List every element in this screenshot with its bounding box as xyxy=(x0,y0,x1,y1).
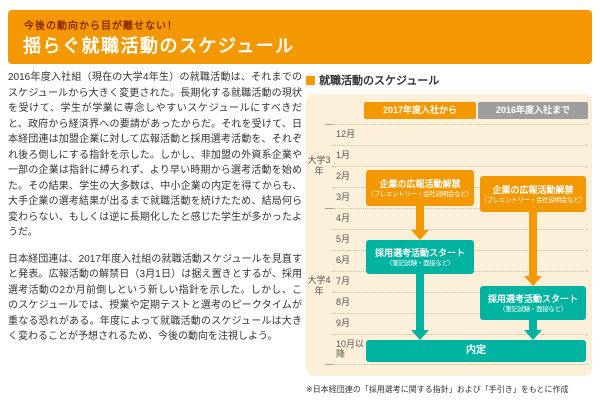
down-arrow-icon xyxy=(524,276,542,286)
axis-tick xyxy=(325,124,333,125)
month-separator-line xyxy=(332,364,588,365)
schedule-section: 就職活動のスケジュール 2017年度入社から 2016年度入社まで xyxy=(306,72,592,395)
month-separator-line xyxy=(332,145,588,146)
article-paragraph-2: 日本経団連は、2017年度入社組の就職活動スケジュールを見直すと発表。広報活動の… xyxy=(8,253,302,343)
month-separator-line xyxy=(332,208,588,209)
month-label: 1月 xyxy=(336,150,351,160)
month-label: 3月 xyxy=(336,192,351,202)
down-arrow-icon xyxy=(416,206,424,232)
column-header-2017: 2017年度入社から xyxy=(364,102,476,119)
column-header-2016: 2016年度入社まで xyxy=(478,102,588,119)
event-note: （プレエントリー・会社説明会など） xyxy=(480,196,586,204)
down-arrow-icon xyxy=(416,274,424,332)
article-text: 2016年度入社組（現在の大学4年生）の就職活動は、それまでのスケジュールから大… xyxy=(8,70,302,356)
event-title: 内定 xyxy=(466,345,486,356)
event-pr-release-old: 企業の広報活動解禁 （プレエントリー・会社説明会など） xyxy=(480,176,586,212)
header-banner: 今後の動向から目が離せない！ 揺らぐ就職活動のスケジュール xyxy=(8,10,592,64)
schedule-heading: 就職活動のスケジュール xyxy=(306,72,592,88)
grade-label-4th-year: 大学4年 xyxy=(307,275,331,296)
down-arrow-icon xyxy=(411,230,429,240)
down-arrow-icon xyxy=(411,330,429,340)
month-label: 4月 xyxy=(336,213,351,223)
month-separator-line xyxy=(332,166,588,167)
event-pr-release-new: 企業の広報活動解禁 （プレエントリー・会社説明会など） xyxy=(366,170,474,206)
month-separator-line xyxy=(332,229,588,230)
square-bullet-icon xyxy=(306,75,315,85)
month-label: 8月 xyxy=(336,297,351,307)
article-paragraph-1: 2016年度入社組（現在の大学4年生）の就職活動は、それまでのスケジュールから大… xyxy=(8,72,302,238)
month-label: 7月 xyxy=(336,276,351,286)
month-label: 6月 xyxy=(336,255,351,265)
axis-tick xyxy=(325,208,333,209)
event-title: 企業の広報活動解禁 xyxy=(492,184,574,195)
month-label: 12月 xyxy=(336,129,356,139)
month-label: 2月 xyxy=(336,171,351,181)
event-title: 企業の広報活動解禁 xyxy=(379,178,461,189)
event-note: （筆記試験・面接など） xyxy=(385,259,455,267)
month-separator-line xyxy=(332,334,588,335)
event-selection-start-old: 採用選考活動スタート （筆記試験・面接など） xyxy=(480,286,586,320)
month-separator-line xyxy=(332,124,588,125)
event-job-offer: 内定 xyxy=(366,340,586,362)
header-tagline: 今後の動向から目が離せない！ xyxy=(24,21,178,32)
month-separator-line xyxy=(332,292,588,293)
month-label: 10月以降 xyxy=(336,339,365,359)
event-note: （プレエントリー・会社説明会など） xyxy=(367,190,473,198)
down-arrow-icon xyxy=(529,320,537,332)
axis-tick xyxy=(325,364,333,365)
schedule-footnote: ※日本経団連の「採用選考に関する指針」および「手引き」をもとに作成 xyxy=(306,385,569,394)
month-label: 5月 xyxy=(336,234,351,244)
down-arrow-icon xyxy=(524,330,542,340)
month-label: 9月 xyxy=(336,318,351,328)
schedule-chart: 2017年度入社から 2016年度入社まで 大学3年 大学4年 xyxy=(306,94,592,376)
event-title: 採用選考活動スタート xyxy=(374,247,465,258)
page-title: 揺らぐ就職活動のスケジュール xyxy=(23,36,295,56)
month-separator-line xyxy=(332,313,588,314)
event-title: 採用選考活動スタート xyxy=(487,293,578,304)
grade-label-3rd-year: 大学3年 xyxy=(307,155,331,176)
event-note: （筆記試験・面接など） xyxy=(498,305,568,313)
schedule-heading-text: 就職活動のスケジュール xyxy=(319,75,440,87)
event-selection-start-new: 採用選考活動スタート （筆記試験・面接など） xyxy=(366,240,474,274)
down-arrow-icon xyxy=(529,212,537,278)
